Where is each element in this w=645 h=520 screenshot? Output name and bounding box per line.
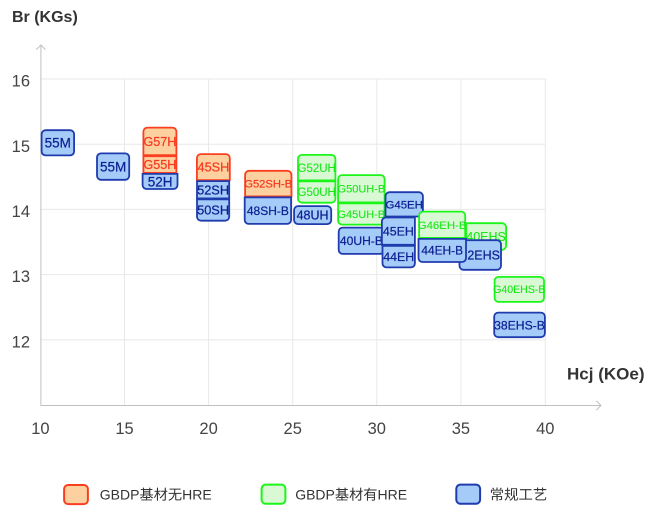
svg-text:G55H: G55H [143, 158, 176, 172]
svg-text:48SH-B: 48SH-B [247, 204, 289, 218]
svg-text:48UH: 48UH [297, 209, 329, 223]
svg-text:55M: 55M [45, 136, 71, 151]
svg-text:G52SH-B: G52SH-B [244, 179, 292, 191]
svg-text:G46EH-B: G46EH-B [418, 220, 467, 232]
svg-text:G52UH: G52UH [298, 163, 336, 175]
svg-text:10: 10 [31, 420, 49, 438]
svg-text:15: 15 [12, 138, 30, 156]
svg-text:G45EH: G45EH [386, 200, 423, 212]
svg-text:12: 12 [12, 334, 30, 352]
svg-text:G45UH-B: G45UH-B [337, 209, 385, 221]
svg-text:38EHS-B: 38EHS-B [494, 318, 545, 332]
svg-text:HRE: HRE [182, 487, 212, 503]
svg-text:G57H: G57H [143, 135, 176, 149]
svg-text:50SH: 50SH [197, 203, 229, 218]
svg-text:52H: 52H [148, 174, 173, 189]
svg-text:13: 13 [12, 268, 30, 286]
svg-text:40: 40 [536, 420, 554, 438]
svg-text:35: 35 [452, 420, 470, 438]
svg-text:45EH: 45EH [383, 225, 414, 239]
svg-text:20: 20 [199, 420, 217, 438]
svg-text:55M: 55M [100, 160, 126, 175]
svg-text:G50UH: G50UH [298, 187, 336, 199]
svg-text:GBDP: GBDP [295, 487, 335, 503]
svg-text:40UH-B: 40UH-B [340, 234, 383, 248]
svg-text:Br (KGs): Br (KGs) [12, 9, 78, 26]
svg-text:G50UH-B: G50UH-B [338, 184, 386, 196]
svg-text:45SH: 45SH [198, 161, 230, 175]
svg-text:42EHS: 42EHS [460, 249, 500, 263]
svg-text:G40EHS-B: G40EHS-B [493, 284, 545, 296]
svg-text:44EH-B: 44EH-B [421, 244, 463, 258]
svg-text:44EH: 44EH [383, 250, 414, 264]
svg-text:14: 14 [12, 203, 30, 221]
svg-text:25: 25 [284, 420, 302, 438]
svg-text:52SH: 52SH [197, 182, 229, 197]
svg-text:15: 15 [115, 420, 133, 438]
svg-text:GBDP: GBDP [100, 487, 140, 503]
svg-text:HRE: HRE [378, 487, 408, 503]
svg-text:Hcj (KOe): Hcj (KOe) [567, 365, 644, 384]
svg-text:30: 30 [368, 420, 386, 438]
svg-text:16: 16 [12, 73, 30, 91]
